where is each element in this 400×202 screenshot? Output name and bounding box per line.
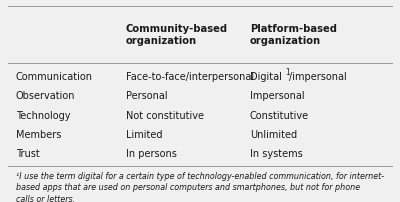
Text: Communication: Communication (16, 72, 93, 82)
Text: 1: 1 (285, 68, 290, 77)
Text: Community-based
organization: Community-based organization (126, 24, 228, 46)
Text: Not constitutive: Not constitutive (126, 110, 204, 120)
Text: In persons: In persons (126, 148, 177, 158)
Text: Limited: Limited (126, 129, 162, 139)
Text: In systems: In systems (250, 148, 303, 158)
Text: ¹I use the term digital for a certain type of technology-enabled communication, : ¹I use the term digital for a certain ty… (16, 171, 384, 180)
Text: Members: Members (16, 129, 61, 139)
Text: Observation: Observation (16, 91, 76, 101)
Text: /impersonal: /impersonal (289, 72, 347, 82)
Text: Impersonal: Impersonal (250, 91, 305, 101)
Text: Digital: Digital (250, 72, 282, 82)
Text: Trust: Trust (16, 148, 40, 158)
Text: Face-to-face/interpersonal: Face-to-face/interpersonal (126, 72, 254, 82)
Text: Technology: Technology (16, 110, 70, 120)
Text: Platform-based
organization: Platform-based organization (250, 24, 337, 46)
Text: based apps that are used on personal computers and smartphones, but not for phon: based apps that are used on personal com… (16, 182, 360, 191)
Text: Unlimited: Unlimited (250, 129, 297, 139)
Text: Personal: Personal (126, 91, 168, 101)
Text: calls or letters.: calls or letters. (16, 194, 75, 202)
Text: Constitutive: Constitutive (250, 110, 309, 120)
